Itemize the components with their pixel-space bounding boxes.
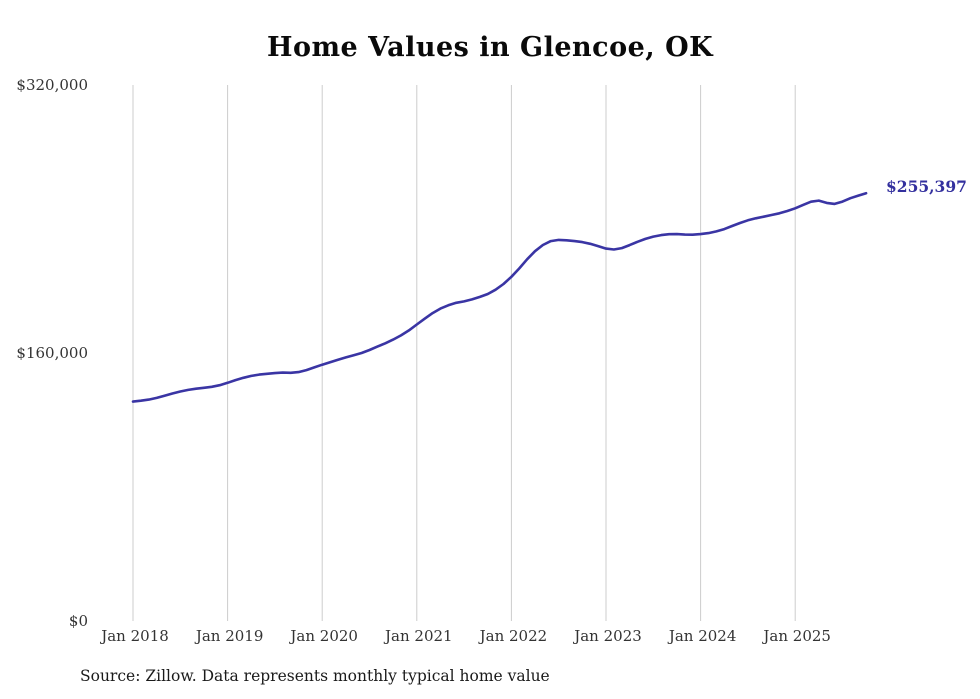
series-end-value-label: $255,397 <box>886 177 967 196</box>
y-axis-tick-label: $0 <box>69 612 88 630</box>
source-note: Source: Zillow. Data represents monthly … <box>80 667 550 685</box>
x-axis-tick-label: Jan 2019 <box>194 627 264 645</box>
x-axis-tick-label: Jan 2018 <box>99 627 169 645</box>
x-axis-tick-label: Jan 2022 <box>478 627 548 645</box>
chart-title: Home Values in Glencoe, OK <box>266 32 714 63</box>
x-axis-tick-label: Jan 2024 <box>667 627 737 645</box>
x-axis-tick-label: Jan 2021 <box>383 627 453 645</box>
y-axis-tick-label: $320,000 <box>16 76 88 94</box>
x-axis-tick-label: Jan 2025 <box>761 627 831 645</box>
x-axis-tick-label: Jan 2023 <box>572 627 642 645</box>
x-axis-tick-label: Jan 2020 <box>288 627 358 645</box>
y-axis-tick-label: $160,000 <box>16 344 88 362</box>
home-value-series-line <box>131 191 868 403</box>
